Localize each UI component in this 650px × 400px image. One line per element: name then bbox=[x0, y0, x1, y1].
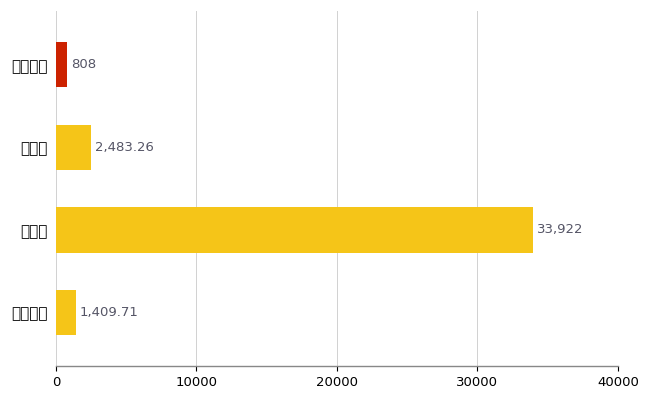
Text: 808: 808 bbox=[72, 58, 97, 71]
Text: 2,483.26: 2,483.26 bbox=[95, 141, 154, 154]
Bar bbox=[56, 207, 532, 253]
Bar bbox=[56, 290, 76, 335]
Text: 1,409.71: 1,409.71 bbox=[80, 306, 139, 319]
Bar bbox=[56, 42, 68, 88]
Bar bbox=[56, 125, 91, 170]
Text: 33,922: 33,922 bbox=[537, 224, 583, 236]
